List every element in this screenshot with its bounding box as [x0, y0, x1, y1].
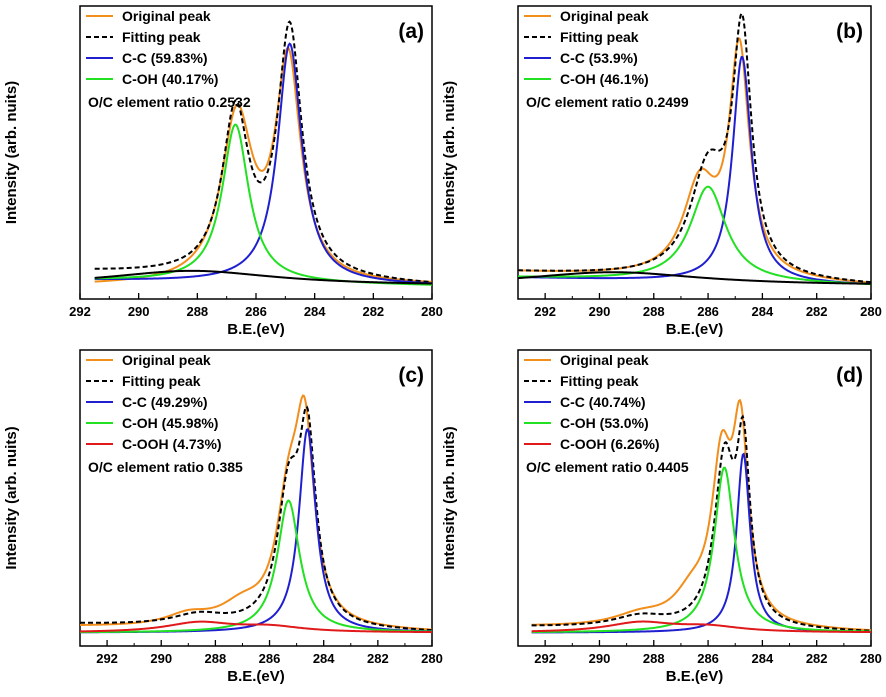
panel-c-legend-label-c-ooh-4-73: C-OOH (4.73%)	[122, 436, 222, 452]
panel-a-legend-label-c-oh-40-17: C-OH (40.17%)	[122, 71, 218, 87]
panel-a-series-background-baseline	[94, 269, 432, 285]
panel-a-x-tick-label-288: 288	[186, 304, 208, 319]
panel-c-x-tick-label-280: 280	[421, 651, 443, 666]
panel-d-oc-ratio-annotation: O/C element ratio 0.4405	[526, 459, 689, 475]
panel-c-series-c-oh-45-98	[80, 499, 432, 634]
panel-d-legend-label-c-ooh-6-26: C-OOH (6.26%)	[560, 436, 660, 452]
panel-d-series-c-c-40-74	[531, 452, 871, 634]
panel-d: 292 290 288 286 284 282 280 B.E.(eV) Intensity (…	[441, 349, 882, 685]
panel-d-x-tick-label-282: 282	[806, 651, 828, 666]
panel-a-legend-label-original-peak: Original peak	[122, 8, 211, 24]
panel-b-curves	[518, 11, 871, 286]
panel-d-x-tick-label-286: 286	[697, 651, 719, 666]
panel-c-curves	[80, 394, 432, 634]
panel-d-legend-label-fitting-peak: Fitting peak	[560, 373, 639, 389]
panel-b-x-tick-label-280: 280	[860, 304, 882, 319]
panel-c: 292 290 288 286 284 282 280 B.E.(eV) Intensity (…	[3, 349, 443, 685]
panel-a-x-tick-label-292: 292	[69, 304, 91, 319]
panel-d-label: (d)	[836, 364, 863, 387]
panel-b-x-tick-label-290: 290	[589, 304, 611, 319]
panel-d-legend-label-original-peak: Original peak	[560, 352, 649, 368]
panel-d-plot-frame	[517, 349, 872, 647]
panel-d-series-original-peak	[531, 398, 871, 632]
panel-d-series-c-ooh-6-26	[531, 620, 871, 634]
panel-a-x-tick-label-290: 290	[128, 304, 150, 319]
panel-c-x-tick-label-284: 284	[313, 651, 335, 666]
panel-c-x-axis-title: B.E.(eV)	[227, 668, 285, 685]
panel-b-legend-label-c-c-53-9: C-C (53.9%)	[560, 50, 638, 66]
panel-a-series-fitting-peak	[94, 20, 432, 284]
panel-a-x-tick-label-282: 282	[362, 304, 384, 319]
panel-c-x-tick-label-286: 286	[259, 651, 281, 666]
panel-c-x-tick-label-290: 290	[150, 651, 172, 666]
panel-b-plot-frame	[517, 5, 872, 300]
panel-a-y-axis-title: Intensity (arb. nuits)	[3, 81, 20, 224]
panel-b-series-c-c-53-9	[518, 55, 871, 286]
panel-c-series-c-ooh-4-73	[80, 620, 432, 634]
panel-c-oc-ratio-annotation: O/C element ratio 0.385	[88, 459, 243, 475]
panel-a-series-c-c-59-83	[94, 42, 432, 285]
panel-b-x-tick-label-282: 282	[806, 304, 828, 319]
panel-b-x-tick-label-288: 288	[643, 304, 665, 319]
panel-d-curves	[531, 398, 871, 634]
panel-c-x-tick-label-288: 288	[205, 651, 227, 666]
panel-d-x-tick-label-284: 284	[752, 651, 774, 666]
panel-b-series-c-oh-46-1	[518, 185, 871, 286]
panel-d-x-axis-title: B.E.(eV)	[666, 668, 724, 685]
panel-d-x-tick-label-280: 280	[860, 651, 882, 666]
panel-c-legend-label-c-oh-45-98: C-OH (45.98%)	[122, 415, 218, 431]
panel-b-x-tick-label-284: 284	[752, 304, 774, 319]
panel-c-legend-label-c-c-49-29: C-C (49.29%)	[122, 394, 208, 410]
panel-a-x-tick-label-280: 280	[421, 304, 443, 319]
panel-b-legend-label-fitting-peak: Fitting peak	[560, 29, 639, 45]
panel-b: 292 290 288 286 284 282 280 B.E.(eV) Intensity (…	[441, 5, 882, 338]
panel-a-legend-label-fitting-peak: Fitting peak	[122, 29, 201, 45]
panel-a-x-tick-label-286: 286	[245, 304, 267, 319]
panel-a: 292 290 288 286 284 282 280 B.E.(eV) Intensity (…	[3, 5, 443, 338]
panel-d-series-fitting-peak	[531, 414, 871, 632]
panel-b-legend-label-c-oh-46-1: C-OH (46.1%)	[560, 71, 649, 87]
panel-a-oc-ratio-annotation: O/C element ratio 0.2532	[88, 94, 251, 110]
panel-c-label: (c)	[398, 364, 424, 387]
panel-b-x-tick-label-292: 292	[534, 304, 556, 319]
panel-a-series-c-oh-40-17	[94, 123, 432, 286]
panel-a-label: (a)	[398, 20, 424, 43]
panel-b-x-axis-title: B.E.(eV)	[666, 321, 724, 338]
panel-a-x-tick-label-284: 284	[304, 304, 326, 319]
panel-b-legend-label-original-peak: Original peak	[560, 8, 649, 24]
panel-d-x-tick-label-292: 292	[534, 651, 556, 666]
panel-d-x-tick-label-290: 290	[589, 651, 611, 666]
panel-a-legend-label-c-c-59-83: C-C (59.83%)	[122, 50, 208, 66]
panel-c-series-fitting-peak	[80, 405, 432, 632]
panel-c-legend-label-original-peak: Original peak	[122, 352, 211, 368]
panel-d-legend-label-c-oh-53-0: C-OH (53.0%)	[560, 415, 649, 431]
panel-a-curves	[94, 20, 432, 286]
panel-d-legend-label-c-c-40-74: C-C (40.74%)	[560, 394, 646, 410]
panel-c-x-tick-label-292: 292	[96, 651, 118, 666]
panel-a-x-axis-title: B.E.(eV)	[227, 321, 285, 338]
panel-c-plot-frame	[79, 349, 433, 647]
panel-b-x-tick-label-286: 286	[697, 304, 719, 319]
panel-d-x-tick-label-288: 288	[643, 651, 665, 666]
panel-b-y-axis-title: Intensity (arb. nuits)	[441, 81, 458, 224]
panel-c-y-axis-title: Intensity (arb. nuits)	[3, 426, 20, 569]
panel-c-legend-label-fitting-peak: Fitting peak	[122, 373, 201, 389]
panel-b-label: (b)	[836, 20, 863, 43]
panel-d-series-c-oh-53-0	[531, 466, 871, 634]
panel-c-x-tick-label-282: 282	[367, 651, 389, 666]
panel-b-series-fitting-peak	[518, 11, 871, 284]
panel-b-series-background-baseline	[518, 271, 871, 285]
panel-d-y-axis-title: Intensity (arb. nuits)	[441, 426, 458, 569]
panel-b-oc-ratio-annotation: O/C element ratio 0.2499	[526, 94, 689, 110]
